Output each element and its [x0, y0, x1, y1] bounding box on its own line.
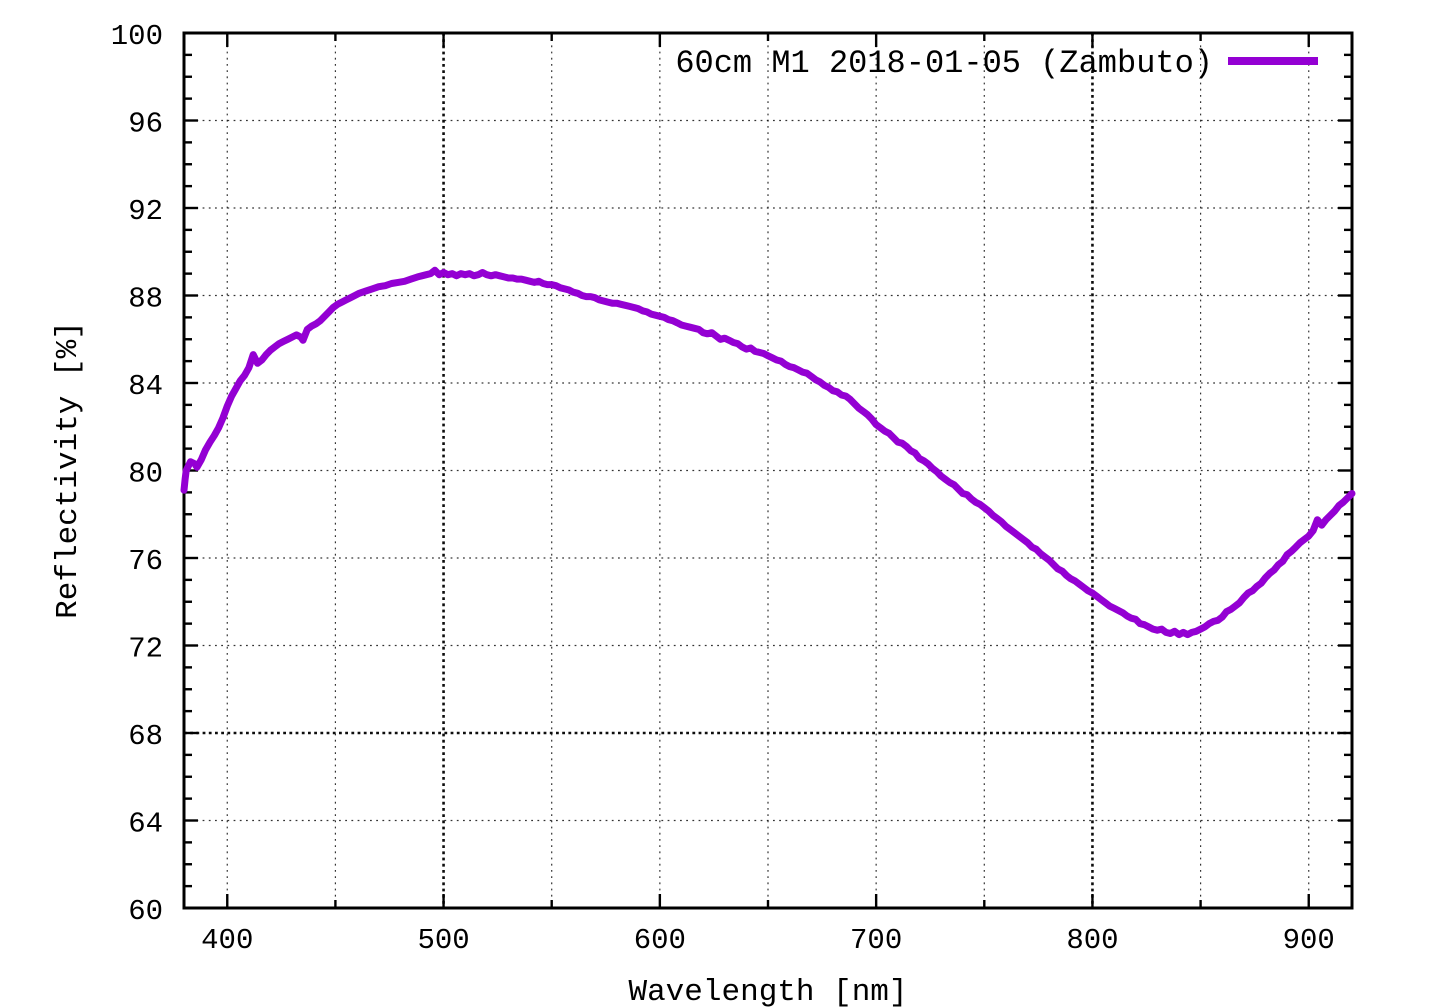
- x-tick-label-600: 600: [634, 924, 686, 957]
- y-tick-label-84: 84: [128, 370, 163, 403]
- y-tick-label-88: 88: [128, 283, 163, 316]
- y-tick-label-60: 60: [128, 895, 163, 928]
- x-tick-label-700: 700: [850, 924, 902, 957]
- curve-layer: [180, 266, 1356, 639]
- y-axis-title: Reflectivity [%]: [51, 321, 86, 619]
- x-tick-label-400: 400: [201, 924, 253, 957]
- legend-label: 60cm M1 2018-01-05 (Zambuto): [675, 45, 1213, 82]
- y-tick-label-100: 100: [111, 20, 163, 53]
- y-tick-label-92: 92: [128, 195, 163, 228]
- x-tick-label-900: 900: [1283, 924, 1335, 957]
- y-tick-label-64: 64: [128, 808, 163, 841]
- x-axis-title: Wavelength [nm]: [628, 975, 907, 1008]
- x-tick-label-800: 800: [1066, 924, 1118, 957]
- legend: 60cm M1 2018-01-05 (Zambuto): [675, 45, 1318, 82]
- y-tick-label-72: 72: [128, 633, 163, 666]
- axis-layer: [184, 31, 1352, 910]
- grid-layer: [184, 33, 1352, 908]
- tick-label-layer: 400 500 600 700 800 900 60 64 68 72 76 80 84 88 92 96 10…: [111, 20, 1335, 957]
- y-tick-label-76: 76: [128, 545, 163, 578]
- reflectivity-curve: [180, 266, 1356, 639]
- y-tick-label-80: 80: [128, 458, 163, 491]
- y-tick-label-96: 96: [128, 108, 163, 141]
- y-tick-label-68: 68: [128, 720, 163, 753]
- x-tick-label-500: 500: [417, 924, 469, 957]
